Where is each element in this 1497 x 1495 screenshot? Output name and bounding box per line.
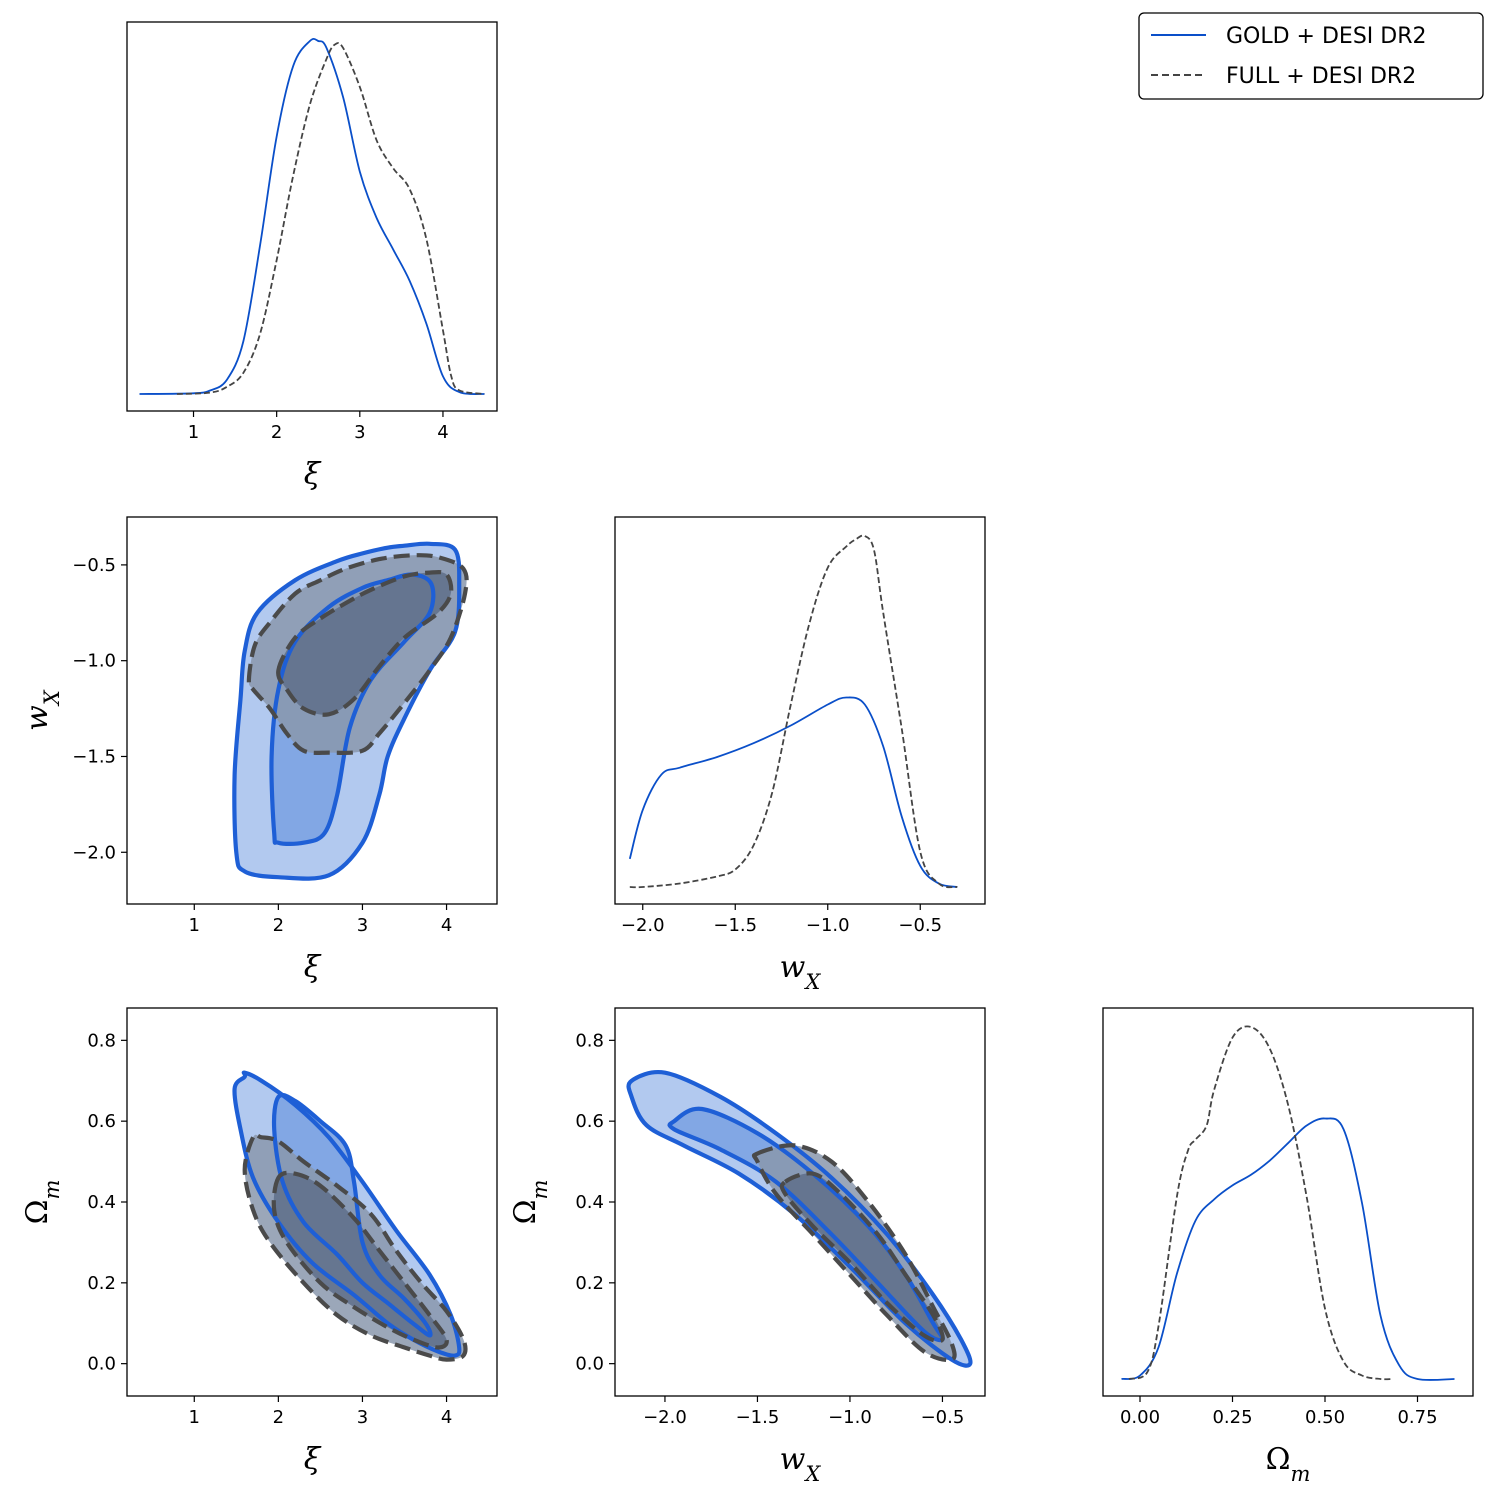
x-tick-label: −1.0: [828, 1407, 872, 1428]
x-tick-label: 0.00: [1120, 1407, 1160, 1428]
plot-area: [1121, 1025, 1455, 1381]
x-axis-label: ξ: [304, 1442, 322, 1477]
contour-line-gold-outer: [232, 541, 462, 881]
x-tick-label: 3: [357, 915, 368, 936]
plot-area: [232, 541, 469, 881]
panel-xi-1d: 1 2 3 4 ξ: [126, 21, 498, 492]
x-tick-label: −1.0: [806, 915, 850, 936]
x-axis-label: wX: [780, 1442, 822, 1486]
y-axis-label: Ωm: [508, 1180, 552, 1225]
x-tick-label: −1.5: [736, 1407, 780, 1428]
plot-frame: [1102, 1007, 1474, 1397]
x-tick-label: 4: [441, 1407, 452, 1428]
series-line-gold: [1121, 1117, 1455, 1381]
legend-label-1: FULL + DESI DR2: [1226, 64, 1416, 89]
y-tick-label: −1.5: [72, 746, 116, 767]
y-tick-label: 0.8: [87, 1030, 116, 1051]
y-tick-label: −1.0: [72, 651, 116, 672]
y-tick-label: 0.4: [575, 1192, 604, 1213]
series-line-gold: [139, 37, 485, 396]
contour-fill-full-inner: [278, 572, 452, 715]
y-tick-label: 0.6: [87, 1111, 116, 1132]
series-line-full: [176, 42, 485, 395]
contour-line-full-outer: [751, 1143, 957, 1363]
x-axis-label: Ωm: [1266, 1442, 1311, 1486]
plot-area: [232, 1070, 468, 1362]
panel-xi-wx: 1 2 3 4 −2.0 −1.5 −1.0 −0.5 ξ wX: [20, 516, 498, 985]
x-tick-label: 1: [189, 1407, 200, 1428]
x-tick-label: −2.0: [621, 915, 665, 936]
x-tick-label: −1.5: [713, 915, 757, 936]
x-tick-label: 0.25: [1212, 1407, 1252, 1428]
x-tick-label: −2.0: [643, 1407, 687, 1428]
contour-line-gold-inner: [269, 572, 436, 846]
panel-wx-om: −2.0 −1.5 −1.0 −0.5 0.0 0.2 0.4 0.6 0.8 wX Ωm: [508, 1007, 986, 1486]
x-tick-label: −0.5: [898, 915, 942, 936]
y-tick-label: 0.0: [575, 1354, 604, 1375]
contour-line-full-outer: [246, 553, 469, 755]
plot-frame: [126, 21, 498, 412]
y-tick-label: 0.0: [87, 1354, 116, 1375]
x-tick-label: 2: [273, 915, 284, 936]
legend-box: [1138, 12, 1484, 100]
contour-line-full-inner: [271, 1170, 449, 1350]
contour-fill-full-inner: [273, 1172, 447, 1348]
x-tick-label: 1: [188, 422, 199, 443]
y-tick-label: 0.6: [575, 1111, 604, 1132]
x-axis-label: ξ: [304, 950, 322, 985]
y-tick-label: −2.0: [72, 842, 116, 863]
contour-line-gold-outer: [626, 1070, 973, 1368]
series-line-gold: [628, 696, 958, 888]
plot-frame: [614, 516, 986, 905]
y-tick-label: −0.5: [72, 555, 116, 576]
plot-area: [139, 37, 485, 396]
x-tick-label: 3: [357, 1407, 368, 1428]
x-axis-label: ξ: [304, 457, 322, 492]
x-tick-label: 4: [441, 915, 452, 936]
x-tick-label: 2: [273, 1407, 284, 1428]
panel-xi-om: 1 2 3 4 0.0 0.2 0.4 0.6 0.8 ξ Ωm: [20, 1007, 498, 1477]
y-tick-label: 0.4: [87, 1192, 116, 1213]
contour-line-gold-inner: [271, 1092, 433, 1338]
y-tick-label: 0.2: [575, 1273, 604, 1294]
y-tick-label: 0.2: [87, 1273, 116, 1294]
x-tick-label: 2: [271, 422, 282, 443]
contour-fill-full-inner: [781, 1173, 943, 1342]
contour-line-gold-outer: [232, 1070, 462, 1358]
panel-wx-1d: −2.0 −1.5 −1.0 −0.5 wX: [614, 516, 986, 994]
plot-area: [626, 1070, 973, 1368]
x-tick-label: 0.75: [1397, 1407, 1437, 1428]
contour-line-full-outer: [242, 1132, 468, 1362]
x-tick-label: 4: [437, 422, 448, 443]
y-axis-label: Ωm: [20, 1180, 64, 1225]
series-line-full: [629, 534, 958, 889]
x-tick-label: 3: [354, 422, 365, 443]
x-tick-label: 1: [189, 915, 200, 936]
x-tick-label: −0.5: [921, 1407, 965, 1428]
panel-om-1d: 0.00 0.25 0.50 0.75 Ωm: [1102, 1007, 1474, 1486]
x-tick-label: 0.50: [1305, 1407, 1345, 1428]
y-tick-label: 0.8: [575, 1030, 604, 1051]
y-axis-label: wX: [20, 689, 64, 731]
legend-label-0: GOLD + DESI DR2: [1226, 24, 1427, 49]
x-axis-label: wX: [780, 950, 822, 994]
legend: GOLD + DESI DR2 FULL + DESI DR2: [1138, 12, 1484, 100]
contour-line-full-inner: [779, 1171, 945, 1344]
plot-area: [628, 534, 958, 889]
